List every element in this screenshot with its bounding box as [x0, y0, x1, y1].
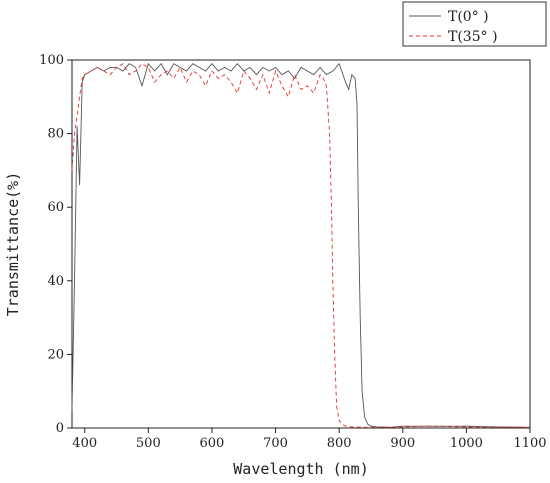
x-tick-label: 900 [390, 436, 415, 451]
series-line-0 [71, 62, 531, 428]
legend-label-1: T(35° ) [448, 29, 498, 45]
y-tick-label: 40 [47, 274, 64, 289]
x-tick-label: 500 [136, 436, 161, 451]
series-layer [71, 62, 531, 428]
x-tick-label: 1100 [513, 436, 546, 451]
legend-label-0: T(0° ) [448, 9, 489, 25]
y-tick-label: 0 [56, 421, 64, 436]
y-tick-label: 80 [47, 127, 64, 142]
x-tick-label: 800 [327, 436, 352, 451]
x-axis-ticks: 400 500 600 700 800 900 1000 1100 [72, 428, 547, 451]
x-tick-label: 600 [200, 436, 225, 451]
y-tick-label: 60 [47, 200, 64, 215]
y-axis-ticks: 0 20 40 60 80 100 [39, 53, 72, 436]
x-tick-label: 700 [263, 436, 288, 451]
x-tick-label: 1000 [450, 436, 483, 451]
y-tick-label: 20 [47, 347, 64, 362]
y-axis-label: Transmittance(%) [4, 172, 22, 317]
plot-frame [71, 59, 531, 429]
series-line-1 [71, 63, 531, 428]
x-tick-label: 400 [72, 436, 97, 451]
x-axis-label: Wavelength (nm) [233, 460, 368, 478]
legend-box [402, 1, 547, 47]
y-tick-label: 100 [39, 53, 64, 68]
legend: T(0° ) T(35° ) [402, 1, 547, 47]
